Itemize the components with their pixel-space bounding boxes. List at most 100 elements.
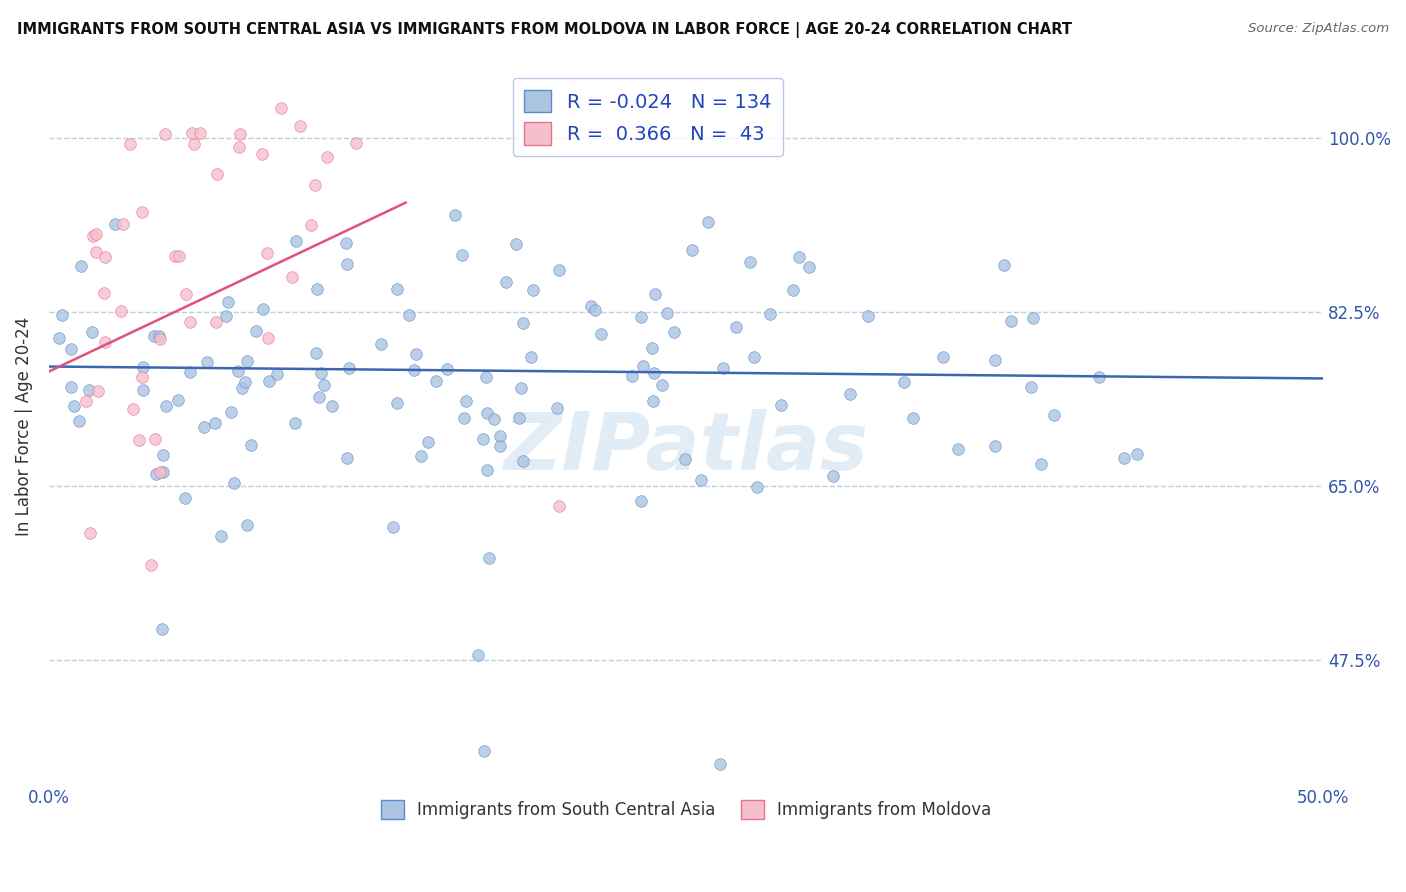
Point [179, 315, 201, 329]
Point [416, 435, 439, 450]
Point [681, 244, 703, 258]
Point [228, 140, 250, 154]
Point [382, 520, 405, 534]
Point [1043, 408, 1066, 422]
Point [335, 236, 357, 251]
Point [370, 336, 392, 351]
Point [630, 310, 652, 324]
Point [696, 215, 718, 229]
Point [336, 257, 359, 271]
Y-axis label: In Labor Force | Age 20-24: In Labor Force | Age 20-24 [15, 317, 32, 536]
Point [471, 432, 494, 446]
Point [336, 450, 359, 465]
Point [143, 329, 166, 343]
Point [509, 380, 531, 394]
Point [221, 405, 243, 419]
Point [145, 467, 167, 482]
Point [236, 354, 259, 368]
Point [1029, 457, 1052, 471]
Point [93, 335, 115, 350]
Point [411, 449, 433, 463]
Point [823, 469, 845, 483]
Point [93, 250, 115, 264]
Point [512, 453, 534, 467]
Point [205, 167, 228, 181]
Point [240, 438, 263, 452]
Point [488, 429, 510, 443]
Point [308, 390, 330, 404]
Point [782, 283, 804, 297]
Point [474, 369, 496, 384]
Text: IMMIGRANTS FROM SOUTH CENTRAL ASIA VS IMMIGRANTS FROM MOLDOVA IN LABOR FORCE | A: IMMIGRANTS FROM SOUTH CENTRAL ASIA VS IM… [17, 22, 1071, 38]
Point [149, 332, 172, 346]
Point [713, 360, 735, 375]
Point [948, 442, 970, 456]
Point [643, 366, 665, 380]
Point [110, 304, 132, 318]
Point [787, 250, 810, 264]
Point [281, 270, 304, 285]
Point [745, 480, 768, 494]
Point [305, 282, 328, 296]
Point [546, 401, 568, 416]
Point [316, 150, 339, 164]
Point [84, 227, 107, 241]
Point [59, 343, 82, 357]
Legend: Immigrants from South Central Asia, Immigrants from Moldova: Immigrants from South Central Asia, Immi… [374, 793, 998, 825]
Point [132, 359, 155, 374]
Point [84, 245, 107, 260]
Point [132, 383, 155, 397]
Point [215, 309, 238, 323]
Point [209, 528, 232, 542]
Point [180, 126, 202, 140]
Point [63, 399, 86, 413]
Point [256, 246, 278, 260]
Point [67, 414, 90, 428]
Point [472, 744, 495, 758]
Point [290, 120, 312, 134]
Point [79, 526, 101, 541]
Point [769, 398, 792, 412]
Point [299, 218, 322, 232]
Point [579, 299, 602, 313]
Point [245, 324, 267, 338]
Point [195, 355, 218, 369]
Point [838, 386, 860, 401]
Point [149, 465, 172, 479]
Point [402, 363, 425, 377]
Point [266, 367, 288, 381]
Point [259, 374, 281, 388]
Point [585, 302, 607, 317]
Point [385, 282, 408, 296]
Point [75, 393, 97, 408]
Point [644, 287, 666, 301]
Point [633, 359, 655, 373]
Point [252, 301, 274, 316]
Point [1114, 450, 1136, 465]
Point [673, 451, 696, 466]
Point [284, 235, 307, 249]
Point [398, 308, 420, 322]
Point [79, 384, 101, 398]
Point [1000, 314, 1022, 328]
Point [167, 249, 190, 263]
Point [231, 381, 253, 395]
Point [385, 395, 408, 409]
Point [651, 378, 673, 392]
Point [993, 258, 1015, 272]
Point [467, 648, 489, 662]
Point [484, 411, 506, 425]
Point [222, 476, 245, 491]
Point [450, 247, 472, 261]
Point [204, 315, 226, 329]
Point [150, 622, 173, 636]
Point [725, 320, 748, 334]
Point [591, 326, 613, 341]
Point [689, 473, 711, 487]
Point [312, 378, 335, 392]
Point [1022, 311, 1045, 326]
Point [217, 294, 239, 309]
Point [643, 393, 665, 408]
Point [183, 136, 205, 151]
Point [148, 329, 170, 343]
